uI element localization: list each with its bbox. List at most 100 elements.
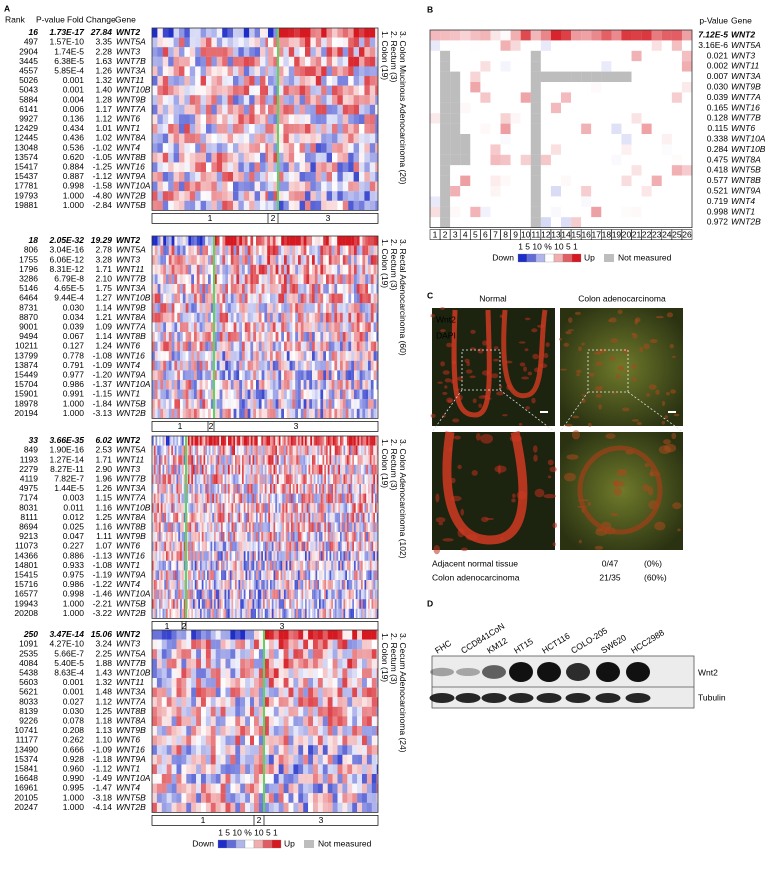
heat-cell	[233, 143, 239, 153]
heat-cell	[228, 484, 230, 494]
heat-cell	[312, 284, 315, 294]
heat-cell	[171, 255, 175, 265]
heat-cell	[322, 503, 325, 513]
heat-cell	[342, 284, 346, 294]
heat-cell	[222, 37, 228, 48]
heat-cell	[152, 580, 154, 590]
heat-cell	[252, 484, 255, 494]
heat-cell	[359, 274, 363, 285]
heat-cell	[233, 484, 236, 494]
heat-cell	[272, 312, 276, 323]
heat-cell	[331, 380, 335, 390]
heat-cell	[376, 493, 379, 504]
heat-cell	[285, 484, 288, 494]
heat-cell	[200, 47, 207, 57]
heat-cell	[305, 599, 307, 609]
heat-cell	[256, 284, 259, 294]
heat-cell	[159, 493, 161, 504]
heat-cell	[315, 570, 318, 581]
heat-cell	[312, 303, 315, 313]
heat-cell	[266, 589, 269, 600]
heat-cell	[271, 570, 274, 581]
heat-cell	[224, 503, 227, 513]
heat-cell	[292, 484, 295, 494]
heat-cell	[215, 474, 218, 485]
heat-cell	[166, 580, 168, 590]
heat-cell	[308, 445, 311, 456]
p-value: 4.65E-5	[54, 283, 84, 293]
heat-cell	[306, 341, 310, 352]
heat-cell	[352, 436, 355, 446]
heat-cell	[238, 541, 241, 552]
heat-cell	[268, 436, 271, 446]
heat-cell	[366, 464, 369, 475]
heat-cell	[342, 370, 346, 381]
heat-cell	[224, 445, 227, 456]
heat-cell	[200, 445, 202, 456]
heat-cell	[249, 181, 255, 192]
heat-cell	[225, 341, 229, 352]
heat-cell	[309, 399, 313, 409]
heat-cell	[270, 380, 273, 390]
heat-cell	[196, 503, 199, 513]
heat-cell	[373, 332, 377, 342]
heat-cell	[264, 341, 268, 352]
heat-cell	[345, 532, 348, 542]
heat-cell	[305, 512, 307, 523]
heat-cell	[300, 255, 304, 265]
heat-cell	[338, 512, 341, 523]
heat-cell	[264, 560, 267, 571]
heat-cell	[345, 351, 349, 361]
heat-cell	[352, 503, 355, 513]
heat-cell	[282, 522, 285, 533]
heat-cell	[233, 181, 239, 192]
heat-cell	[289, 293, 293, 304]
heat-cell	[268, 152, 274, 163]
heat-cell	[281, 399, 285, 409]
fold-change: 1.17	[95, 104, 112, 114]
heat-cell	[196, 408, 200, 419]
heat-cell	[152, 570, 154, 581]
heat-cell	[182, 341, 186, 352]
heat-cell	[331, 532, 334, 542]
heat-cell	[345, 580, 348, 590]
heat-cell	[250, 541, 253, 552]
heat-cell	[235, 522, 237, 533]
heat-cell	[187, 464, 190, 475]
heat-cell	[291, 503, 293, 513]
heat-cell	[331, 312, 335, 323]
heat-cell	[188, 360, 192, 371]
heat-cell	[313, 551, 316, 561]
heat-cell	[203, 570, 206, 581]
heat-cell	[256, 303, 259, 313]
heat-cell	[264, 436, 267, 446]
heat-cell	[254, 133, 261, 144]
heat-cell	[300, 360, 304, 371]
heat-cell	[326, 445, 328, 456]
heat-cell	[273, 522, 276, 533]
heat-cell	[322, 580, 325, 590]
heat-cell	[207, 522, 209, 533]
heat-cell	[373, 532, 376, 542]
heat-cell	[173, 172, 180, 182]
heat-cell	[328, 380, 332, 390]
heat-cell	[282, 512, 285, 523]
heat-cell	[265, 95, 269, 105]
heat-cell	[294, 66, 300, 77]
heat-cell	[351, 351, 355, 361]
heat-cell	[312, 474, 314, 485]
heat-cell	[359, 236, 363, 246]
heat-cell	[254, 200, 261, 211]
heat-cell	[194, 560, 197, 571]
heat-cell	[231, 551, 234, 561]
heat-cell	[351, 360, 355, 371]
heat-cell	[342, 143, 349, 153]
heat-cell	[202, 322, 206, 333]
heat-cell	[375, 152, 379, 163]
heat-cell	[364, 76, 370, 86]
heat-cell	[282, 436, 285, 446]
heat-cell	[271, 599, 274, 609]
heat-cell	[194, 284, 197, 294]
heat-cell	[200, 152, 207, 163]
heat-cell	[183, 503, 186, 513]
